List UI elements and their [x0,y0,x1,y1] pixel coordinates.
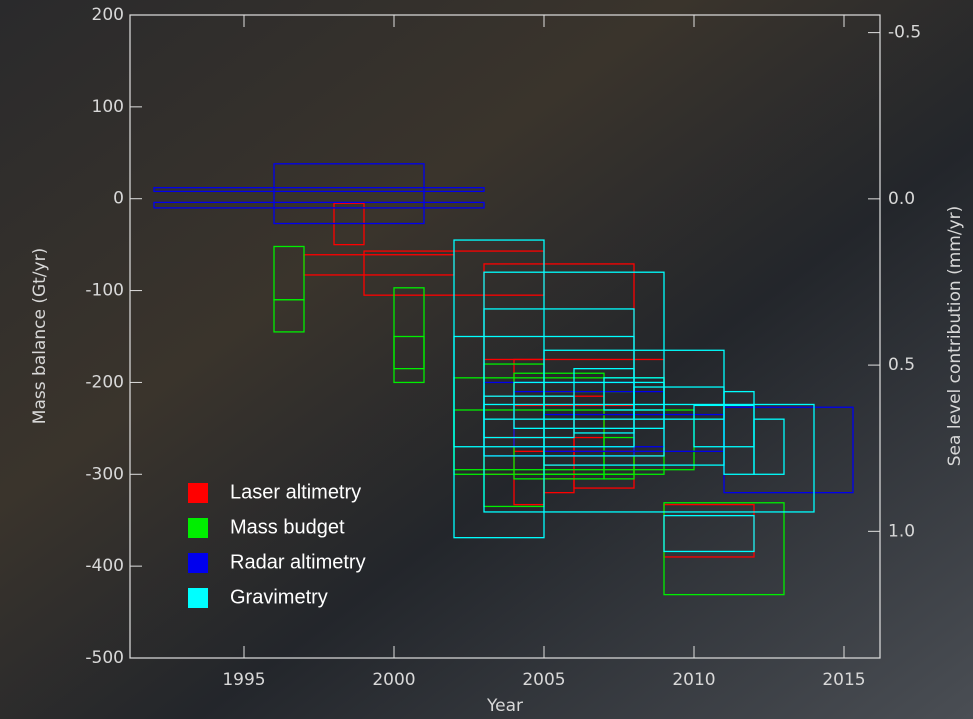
legend-label: Gravimetry [230,586,328,608]
y-tick-label: 100 [92,97,124,117]
legend-swatch [188,518,208,538]
legend-swatch [188,553,208,573]
y-tick-label: 200 [92,5,124,25]
legend-swatch [188,588,208,608]
y2-tick-label: 1.0 [888,521,915,541]
y-tick-label: -100 [85,281,124,301]
x-tick-label: 2000 [372,670,415,690]
y-tick-label: 0 [113,189,124,209]
y2-tick-label: -0.5 [888,23,921,43]
y2-tick-label: 0.0 [888,189,915,209]
legend-label: Laser altimetry [230,481,361,503]
y-tick-label: -500 [85,648,124,668]
legend-label: Radar altimetry [230,551,366,573]
x-tick-label: 1995 [222,670,265,690]
chart: Mass balance (Gt/yr) Sea level contribut… [0,0,973,719]
legend-swatch [188,483,208,503]
x-axis-label: Year [486,696,523,716]
x-tick-label: 2015 [822,670,865,690]
y-tick-label: -400 [85,556,124,576]
x-tick-label: 2010 [672,670,715,690]
y-tick-label: -200 [85,372,124,392]
y-axis-label: Mass balance (Gt/yr) [30,248,50,424]
x-tick-label: 2005 [522,670,565,690]
y-tick-label: -300 [85,464,124,484]
legend-label: Mass budget [230,516,345,538]
y2-tick-label: 0.5 [888,355,915,375]
y2-axis-label: Sea level contribution (mm/yr) [945,206,965,467]
